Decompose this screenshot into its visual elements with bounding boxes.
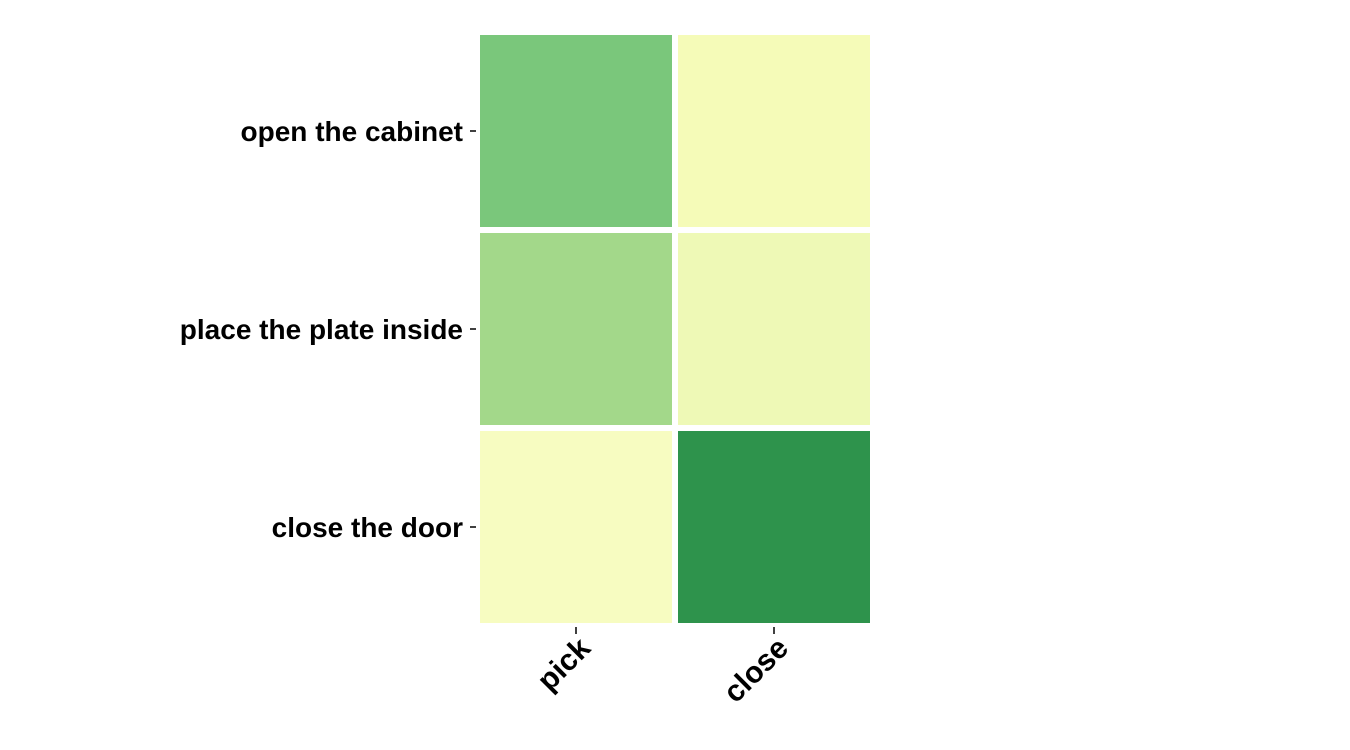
row-label: open the cabinet: [241, 116, 463, 147]
row-labels: open the cabinet place the plate inside cl…: [180, 116, 463, 543]
column-label: pick: [531, 631, 597, 697]
heatmap-cell: [474, 29, 678, 233]
row-label: place the plate inside: [180, 314, 463, 345]
heatmap-cell: [672, 425, 876, 629]
heatmap-cell: [672, 29, 876, 233]
heatmap-cell: [474, 227, 678, 431]
heatmap-cells: [474, 29, 876, 629]
heatmap-cell: [672, 227, 876, 431]
column-labels: pick close: [531, 631, 795, 709]
heatmap-cell: [474, 425, 678, 629]
column-label: close: [717, 632, 795, 710]
row-label: close the door: [272, 512, 463, 543]
column-ticks: [575, 627, 775, 634]
row-ticks: [470, 130, 476, 528]
